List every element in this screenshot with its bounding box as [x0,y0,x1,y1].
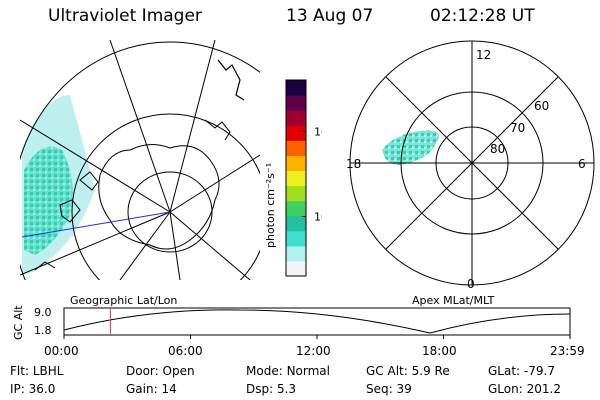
time-tick-4: 23:59 [550,344,585,358]
status-glat: GLat: -79.7 [488,364,555,378]
mlt-label-18: 18 [346,157,361,171]
status-glon: GLon: 201.2 [488,382,561,396]
status-mode: Mode: Normal [246,364,330,378]
date-label: 13 Aug 07 [286,6,374,26]
instrument-title: Ultraviolet Imager [48,6,202,26]
status-door: Door: Open [126,364,195,378]
status-seq: Seq: 39 [366,382,412,396]
geo-map-label: Geographic Lat/Lon [70,294,178,307]
lat-label-70: 70 [510,121,525,135]
status-dsp: Dsp: 5.3 [246,382,297,396]
status-gc-alt: GC Alt: 5.9 Re [366,364,450,378]
colorbar-strip [286,140,306,156]
colorbar-tick-label: 100 [314,125,322,138]
status-gain: Gain: 14 [126,382,177,396]
colorbar-strip [286,110,306,126]
altitude-ylabel: GC Alt [12,305,25,340]
mlt-label-6: 6 [578,157,586,171]
colorbar: 100 10 [285,79,322,277]
colorbar-strip [286,80,306,96]
colorbar-strip [286,125,306,141]
colorbar-tick-label: 10 [314,210,322,223]
colorbar-strip [286,155,306,171]
status-filter: Flt: LBHL [10,364,64,378]
time-tick-1: 06:00 [168,344,203,358]
mlt-label-12: 12 [476,48,491,62]
time-tick-2: 12:00 [296,344,331,358]
apex-polar-plot: 12 0 18 6 60 70 80 [346,40,595,291]
colorbar-strip [286,185,306,202]
colorbar-label: photon cm⁻²s⁻¹ [264,162,277,248]
apex-aurora [382,130,439,165]
aurora-core [24,146,73,255]
time-tick-0: 00:00 [44,344,79,358]
mlt-label-0: 0 [467,277,475,291]
status-ip: IP: 36.0 [10,382,56,396]
coastline-antarctica [98,144,220,250]
colorbar-strip [286,95,306,111]
altitude-ytick-max: 9.0 [34,306,52,319]
colorbar-strip [286,215,306,232]
colorbar-strip [286,230,306,247]
lat-label-80: 80 [490,142,505,156]
colorbar-strip [286,245,306,262]
sun-direction-line [21,211,171,238]
colorbar-strip [286,260,306,277]
apex-plot-label: Apex MLat/MLT [412,294,495,307]
geographic-map [20,40,260,280]
altitude-plot [63,307,571,339]
altitude-ytick-min: 1.8 [34,324,52,337]
altitude-curve [63,309,571,334]
colorbar-strip [286,170,306,187]
time-label: 02:12:28 UT [430,6,535,26]
lat-label-60: 60 [534,99,549,113]
colorbar-strip [286,200,306,217]
time-tick-3: 18:00 [422,344,457,358]
